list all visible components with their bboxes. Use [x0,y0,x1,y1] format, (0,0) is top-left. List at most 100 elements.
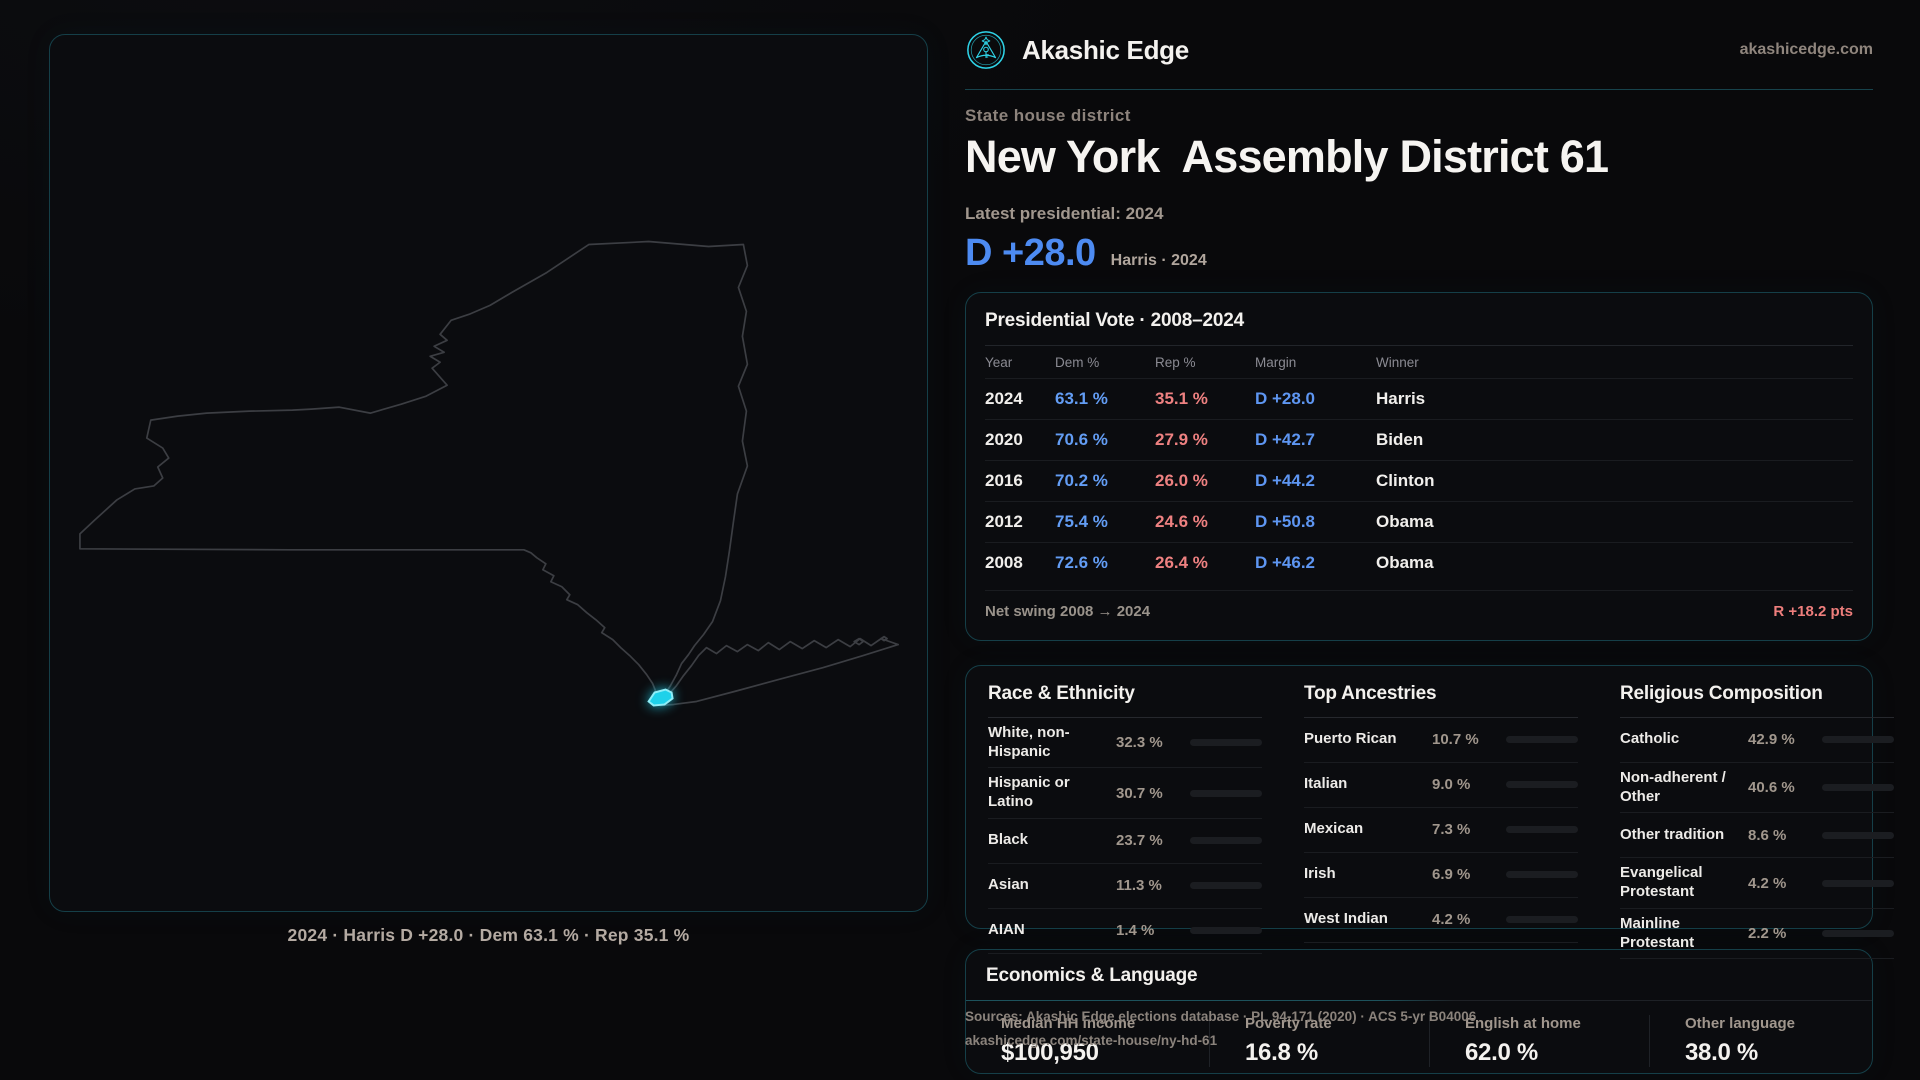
stat-label: English at home [1465,1014,1581,1032]
stat-poverty-rate: Poverty rate 16.8 % [1209,1014,1429,1067]
demo-bar [1190,927,1262,935]
stat-median-hh-income: Median HH income $100,950 [966,1015,1209,1067]
demo-bar [1822,736,1894,744]
demo-bar [1822,831,1894,839]
ancestries-title: Top Ancestries [1304,683,1578,718]
demo-label: AIAN [988,921,1025,939]
table-row: 2016 70.2 % 26.0 % D +44.2 Clinton [985,459,1853,501]
list-item: White, non-Hispanic 32.3 % [988,718,1262,769]
col-year: Year [985,354,1013,370]
year-cell: 2008 [985,552,1023,572]
list-item: Mainline Protestant 2.2 % [1620,909,1894,960]
dem-cell: 70.6 % [1055,429,1108,449]
demo-bar [1190,837,1262,845]
table-row: 2020 70.6 % 27.9 % D +42.7 Biden [985,418,1853,460]
net-swing-row: Net swing 2008 → 2024 R +18.2 pts [985,589,1853,630]
demo-bar [1506,826,1578,834]
list-item: Catholic 42.9 % [1620,718,1894,763]
economics-stats-row: Median HH income $100,950 Poverty rate 1… [966,1014,1872,1067]
page-title-state: New York [965,131,1160,182]
demo-label: Other tradition [1620,825,1725,843]
winner-cell: Obama [1376,552,1434,572]
demo-label: Italian [1304,775,1348,793]
winner-cell: Harris [1376,388,1426,408]
year-cell: 2016 [985,470,1023,490]
demo-bar [1190,789,1262,797]
headline-margin-row: D +28.0 Harris · 2024 [965,232,1873,275]
stat-value: 38.0 % [1685,1038,1758,1066]
demo-value: 1.4 % [1116,922,1155,940]
long-island-south-shore [659,643,899,707]
demo-bar [1822,879,1894,887]
demo-value: 23.7 % [1116,832,1163,850]
winner-cell: Biden [1376,429,1424,449]
year-cell: 2020 [985,429,1023,449]
year-cell: 2012 [985,511,1023,531]
brand-name: Akashic Edge [1022,34,1189,65]
list-item: Irish 6.9 % [1304,853,1578,898]
dem-cell: 75.4 % [1055,511,1108,531]
margin-cell: D +46.2 [1255,552,1316,572]
list-item: Black 23.7 % [988,819,1262,864]
rep-cell: 26.4 % [1155,552,1208,572]
demo-value: 8.6 % [1748,826,1787,844]
list-item: Evangelical Protestant 4.2 % [1620,858,1894,909]
demo-bar [1190,739,1262,746]
dem-cell: 63.1 % [1055,388,1108,408]
religion-column: Religious Composition Catholic 42.9 % No… [1620,683,1894,960]
stat-other-language: Other language 38.0 % [1649,1014,1872,1067]
margin-cell: D +42.7 [1255,429,1316,449]
list-item: Non-adherent / Other 40.6 % [1620,763,1894,814]
vote-panel-title: Presidential Vote · 2008–2024 [985,309,1244,331]
stat-label: Poverty rate [1245,1014,1332,1032]
page-title: New York Assembly District 61 [965,131,1873,183]
race-ethnicity-column: Race & Ethnicity White, non-Hispanic 32.… [988,683,1262,960]
demo-label: Mexican [1304,820,1364,838]
stat-label: Other language [1685,1014,1796,1032]
demo-bar [1822,784,1894,791]
demo-value: 32.3 % [1116,734,1163,751]
net-swing-label: Net swing 2008 → 2024 [985,602,1151,620]
demo-value: 4.2 % [1432,911,1471,929]
demo-bar [1822,930,1894,937]
col-rep: Rep % [1155,354,1196,370]
demo-label: Asian [988,876,1029,894]
list-item: Hispanic or Latino 30.7 % [988,768,1262,819]
demo-label: West Indian [1304,910,1388,928]
race-ethnicity-title: Race & Ethnicity [988,683,1262,718]
report-column: Akashic Edge akashicedge.com State house… [965,0,1894,1074]
list-item: West Indian 4.2 % [1304,898,1578,943]
economics-title: Economics & Language [986,964,1198,986]
demo-label: Irish [1304,865,1336,883]
list-item: Italian 9.0 % [1304,763,1578,808]
divider [985,344,1853,346]
dem-cell: 70.2 % [1055,470,1108,490]
header-divider [965,89,1873,90]
demo-label: Hispanic or Latino [988,774,1070,810]
district-type-label: State house district [965,106,1131,125]
demo-bar [1506,736,1578,744]
list-item: Mexican 7.3 % [1304,808,1578,853]
margin-cell: D +50.8 [1255,511,1316,531]
winner-cell: Clinton [1376,470,1435,490]
demo-bar [1506,781,1578,789]
demo-value: 11.3 % [1116,877,1162,895]
list-item: Puerto Rican 10.7 % [1304,718,1578,763]
demo-value: 9.0 % [1432,776,1471,794]
table-row: 2024 63.1 % 35.1 % D +28.0 Harris [985,377,1853,419]
brand-domain: akashicedge.com [1739,41,1873,58]
demographics-panel: Race & Ethnicity White, non-Hispanic 32.… [965,664,1894,960]
rep-cell: 26.0 % [1155,470,1208,490]
brand-header: Akashic Edge akashicedge.com [965,28,1873,72]
headline-margin-note: Harris · 2024 [1110,251,1207,269]
map-caption: 2024 · Harris D +28.0 · Dem 63.1 % · Rep… [287,925,690,945]
rep-cell: 24.6 % [1155,511,1208,531]
dem-cell: 72.6 % [1055,552,1108,572]
stat-label: Median HH income [1001,1014,1136,1032]
demo-value: 6.9 % [1432,866,1471,884]
economics-language-panel: Economics & Language Median HH income $1… [965,948,1873,1074]
page-title-district: Assembly District 61 [1181,131,1610,182]
headline-margin-value: D +28.0 [965,231,1096,274]
demo-value: 4.2 % [1748,874,1787,892]
